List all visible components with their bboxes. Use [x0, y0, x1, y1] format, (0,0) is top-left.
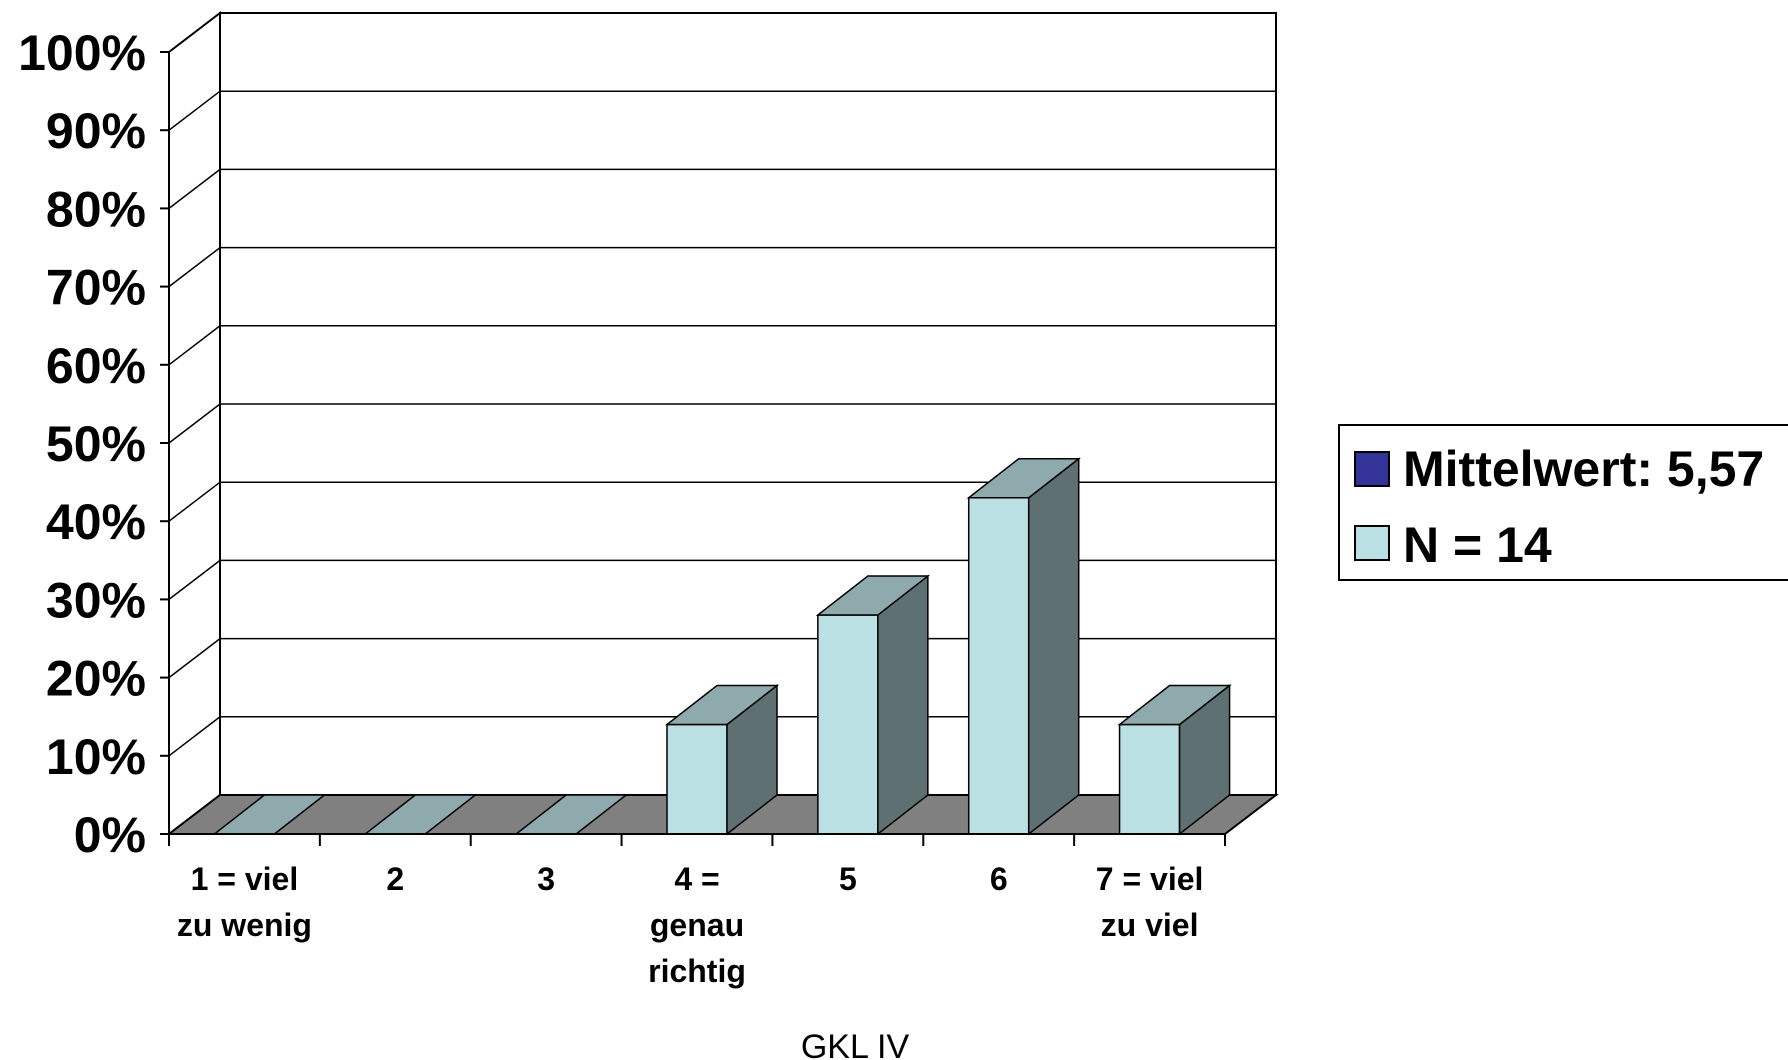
y-tick-label: 0% — [74, 807, 146, 863]
y-tick-label: 20% — [46, 651, 146, 707]
x-tick-label: 7 = viel zu viel — [1096, 861, 1204, 943]
bar-front — [1118, 723, 1181, 835]
y-tick-label: 60% — [46, 338, 146, 394]
legend-label-mittelwert: Mittelwert: 5,57 — [1403, 441, 1764, 497]
y-axis: 0% 10% 20% 30% 40% 50% 60% 70% 80% 90% 100% — [18, 25, 170, 863]
x-tick-label: 2 — [386, 861, 404, 897]
bar-side — [1027, 457, 1080, 836]
y-tick-label: 10% — [46, 729, 146, 785]
legend-swatch-mittelwert — [1354, 451, 1390, 487]
gridline — [168, 246, 1276, 288]
legend-box — [1338, 424, 1788, 581]
x-tick-label: 3 — [537, 861, 555, 897]
gridline — [168, 90, 1276, 131]
gridline — [168, 168, 1276, 209]
bar-7 — [1117, 683, 1232, 836]
bar-front — [817, 614, 879, 835]
y-tick-label: 70% — [46, 260, 146, 316]
x-tick-label: 4 = genau richtig — [648, 861, 746, 989]
gridline — [168, 403, 1276, 444]
bar-top — [815, 575, 931, 616]
bar-top — [664, 684, 780, 726]
bars — [212, 457, 1232, 836]
gridline — [168, 559, 1276, 600]
legend-label-n: N = 14 — [1403, 517, 1552, 573]
legend: Mittelwert: 5,57 N = 14 — [1338, 424, 1788, 581]
bar-front — [967, 496, 1030, 835]
y-tick-label: 40% — [46, 494, 146, 550]
x-tick-label: 1 = viel zu wenig — [177, 861, 312, 943]
y-tick-label: 30% — [46, 572, 146, 628]
y-tick-label: 80% — [46, 181, 146, 237]
gridline — [168, 12, 1276, 53]
x-axis-title: GKL IV — [801, 1028, 910, 1060]
x-tick-label: 6 — [990, 861, 1008, 897]
bar-6 — [966, 457, 1081, 836]
x-axis: 1 = viel zu wenig 2 3 4 = genau richtig 5 6 7 = v… — [168, 833, 1226, 989]
bar-top — [1117, 684, 1232, 726]
gridline — [168, 325, 1276, 366]
x-tick-label: 5 — [839, 861, 857, 897]
y-tick-label: 50% — [46, 416, 146, 472]
bar-front — [666, 723, 728, 835]
gridline — [168, 481, 1276, 522]
bar-5 — [815, 574, 931, 836]
y-tick-label: 100% — [18, 25, 146, 81]
bar-top — [966, 457, 1081, 499]
bar-4 — [664, 683, 780, 836]
gridlines — [168, 12, 1276, 757]
bar-side — [877, 574, 929, 836]
y-tick-label: 90% — [46, 103, 146, 159]
legend-swatch-n — [1354, 525, 1390, 561]
